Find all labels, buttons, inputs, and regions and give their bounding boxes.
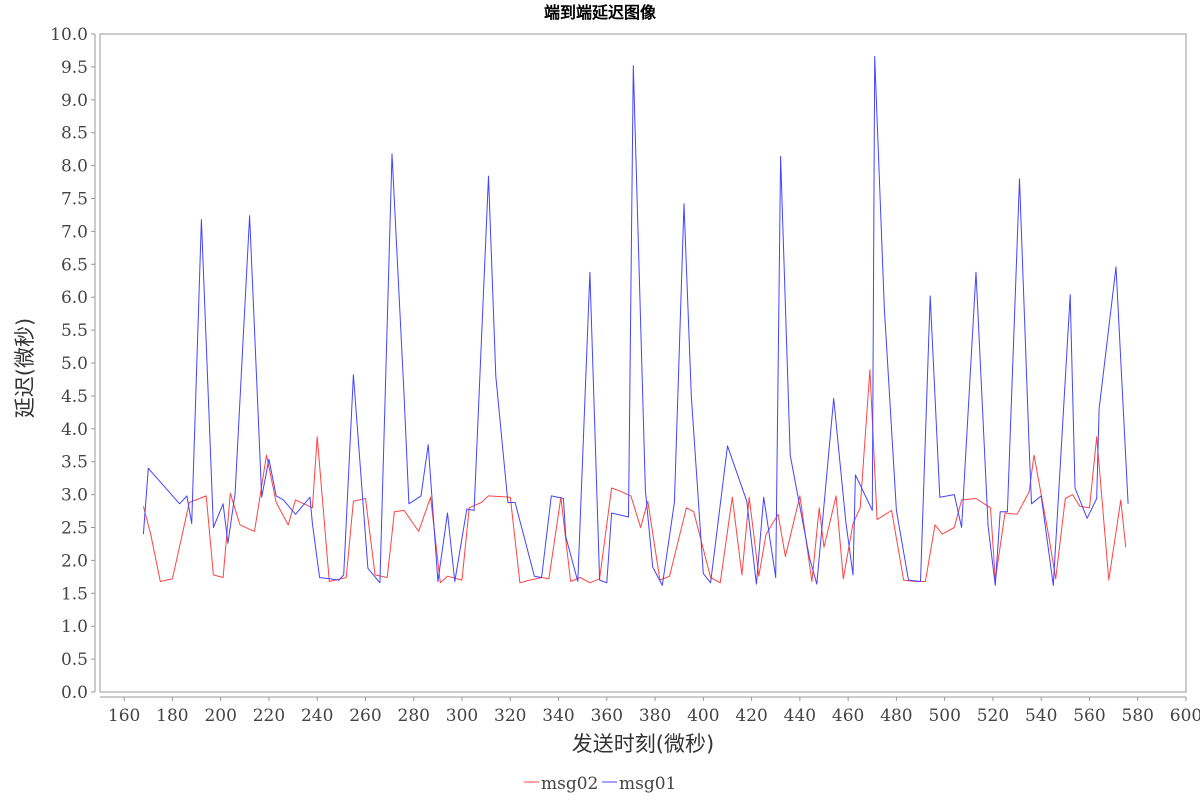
x-tick-label: 360 bbox=[591, 706, 623, 726]
y-tick-label: 7.0 bbox=[61, 222, 88, 242]
x-tick-label: 200 bbox=[204, 706, 236, 726]
chart-title: 端到端延迟图像 bbox=[544, 3, 657, 22]
y-tick-label: 6.0 bbox=[61, 288, 88, 308]
y-tick-label: 3.5 bbox=[61, 453, 88, 473]
y-tick-label: 8.0 bbox=[61, 157, 88, 177]
y-tick-label: 6.5 bbox=[61, 255, 88, 275]
x-tick-label: 180 bbox=[156, 706, 188, 726]
y-tick-label: 9.5 bbox=[61, 58, 88, 78]
y-tick-label: 7.5 bbox=[61, 190, 88, 210]
y-tick-label: 5.0 bbox=[61, 354, 88, 374]
x-tick-label: 320 bbox=[494, 706, 526, 726]
x-tick-label: 580 bbox=[1122, 706, 1154, 726]
x-tick-label: 520 bbox=[977, 706, 1009, 726]
x-tick-label: 460 bbox=[832, 706, 864, 726]
plot-area bbox=[99, 33, 1187, 693]
x-tick-label: 380 bbox=[639, 706, 671, 726]
x-tick-label: 500 bbox=[928, 706, 960, 726]
y-axis-label: 延迟(微秒) bbox=[13, 318, 37, 418]
y-tick-label: 4.0 bbox=[61, 420, 88, 440]
x-tick-label: 300 bbox=[446, 706, 478, 726]
x-tick-label: 280 bbox=[398, 706, 430, 726]
y-tick-label: 1.5 bbox=[61, 584, 88, 604]
y-tick-label: 2.0 bbox=[61, 551, 88, 571]
x-tick-label: 340 bbox=[542, 706, 574, 726]
y-tick-label: 4.5 bbox=[61, 387, 88, 407]
series-layer bbox=[142, 55, 1129, 586]
x-tick-label: 420 bbox=[735, 706, 767, 726]
y-ticks: 0.0 0.5 1.0 1.5 2.0 2.5 3.0 3.5 4.0 4.5 5.0 5.5 6.0 6… bbox=[50, 25, 95, 703]
legend-label-msg02: msg02 bbox=[541, 774, 598, 794]
x-ticks: 160 180 200 220 240 260 280 300 320 340 360 380 400 4… bbox=[108, 697, 1200, 726]
y-tick-label: 1.0 bbox=[61, 617, 88, 637]
y-tick-label: 0.0 bbox=[61, 683, 88, 703]
x-tick-label: 160 bbox=[108, 706, 140, 726]
x-tick-label: 560 bbox=[1073, 706, 1105, 726]
y-tick-label: 5.5 bbox=[61, 321, 88, 341]
y-tick-label: 8.5 bbox=[61, 124, 88, 144]
x-tick-label: 260 bbox=[349, 706, 381, 726]
x-tick-label: 600 bbox=[1170, 706, 1200, 726]
y-tick-label: 9.0 bbox=[61, 91, 88, 111]
y-tick-label: 10.0 bbox=[50, 25, 88, 45]
x-tick-label: 540 bbox=[1025, 706, 1057, 726]
legend-label-msg01: msg01 bbox=[619, 774, 676, 794]
x-tick-label: 240 bbox=[301, 706, 333, 726]
x-axis-label: 发送时刻(微秒) bbox=[572, 732, 714, 756]
y-tick-label: 0.5 bbox=[61, 650, 88, 670]
x-tick-label: 220 bbox=[253, 706, 285, 726]
series-line-msg02 bbox=[142, 369, 1127, 584]
y-tick-label: 2.5 bbox=[61, 519, 88, 539]
series-line-msg01 bbox=[142, 55, 1129, 586]
x-tick-label: 440 bbox=[784, 706, 816, 726]
y-tick-label: 3.0 bbox=[61, 486, 88, 506]
x-tick-label: 400 bbox=[687, 706, 719, 726]
legend: msg02 msg01 bbox=[524, 774, 676, 794]
x-tick-label: 480 bbox=[880, 706, 912, 726]
